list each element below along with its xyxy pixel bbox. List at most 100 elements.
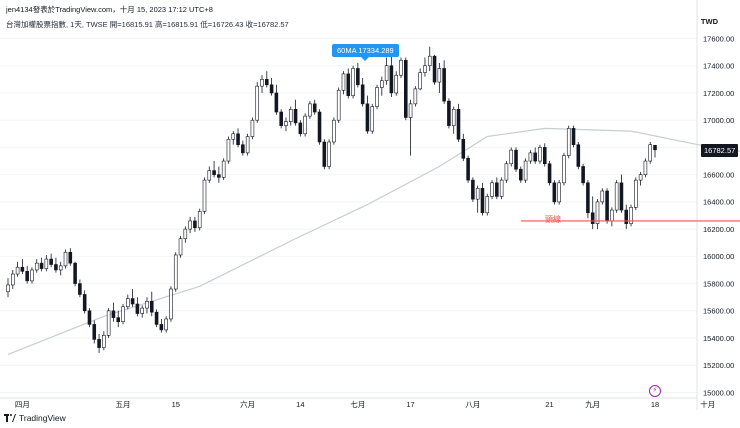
candle xyxy=(380,76,384,96)
time-tick-label: 七月 xyxy=(350,400,365,409)
price-tick-label: 17000.00 xyxy=(703,116,734,125)
candle xyxy=(643,158,648,178)
candle xyxy=(638,171,643,186)
candle xyxy=(236,128,240,148)
candle xyxy=(173,252,178,292)
candle xyxy=(614,180,619,213)
time-tick-label: 五月 xyxy=(116,400,131,409)
candle xyxy=(255,82,260,123)
candle xyxy=(250,117,255,140)
candle xyxy=(73,261,77,287)
candle xyxy=(447,98,451,129)
candle xyxy=(389,56,394,98)
candle xyxy=(217,166,221,183)
candle xyxy=(514,147,518,172)
candle xyxy=(159,318,164,333)
candle xyxy=(451,106,456,134)
candle xyxy=(58,261,63,276)
candle xyxy=(619,174,624,213)
candle xyxy=(581,163,585,186)
candle xyxy=(557,180,561,205)
candle xyxy=(427,46,432,72)
candle xyxy=(274,84,279,115)
time-tick-label: 17 xyxy=(406,400,414,409)
price-tick-label: 16600.00 xyxy=(703,170,734,179)
candle xyxy=(164,316,168,333)
candle xyxy=(49,253,53,268)
candle xyxy=(30,267,34,284)
low-label: 低 xyxy=(200,20,208,29)
candle xyxy=(466,155,470,183)
neckline-label: 頸線 xyxy=(545,215,561,224)
candle xyxy=(528,150,533,164)
candle xyxy=(605,188,609,224)
candle xyxy=(308,101,312,119)
tradingview-logo[interactable]: TradingView xyxy=(4,413,66,423)
last-price-tag: 16782.57 xyxy=(701,144,739,157)
candle xyxy=(97,333,101,354)
candle xyxy=(193,216,197,232)
candle xyxy=(610,207,614,227)
time-tick-label: 四月 xyxy=(15,400,30,409)
price-tick-label: 16200.00 xyxy=(703,225,734,234)
candle xyxy=(197,208,202,231)
candle xyxy=(485,193,490,216)
lightning-icon[interactable]: ⚡ xyxy=(649,385,661,397)
candle xyxy=(111,302,116,322)
candle xyxy=(140,305,144,318)
time-tick-label: 18 xyxy=(651,400,659,409)
candle xyxy=(207,166,212,183)
candle xyxy=(78,279,82,298)
symbol-name: 台灣加權股票指數, 1天, TWSE xyxy=(6,20,108,29)
candle xyxy=(126,294,130,310)
candle xyxy=(269,77,274,96)
candle xyxy=(499,177,504,200)
candle xyxy=(542,143,547,167)
tradingview-mark-icon xyxy=(4,414,16,422)
candle xyxy=(11,269,15,290)
candle xyxy=(538,144,542,164)
low-value: =16726.43 xyxy=(207,20,244,29)
candle xyxy=(6,278,10,298)
ma60-polyline xyxy=(7,127,740,355)
candle xyxy=(562,152,566,186)
open-value: =16815.91 xyxy=(117,20,153,29)
candle xyxy=(82,290,87,314)
candle xyxy=(533,147,537,164)
candle xyxy=(154,309,159,328)
candle xyxy=(399,57,403,78)
currency-label: TWD xyxy=(700,17,718,26)
candle xyxy=(624,204,629,230)
candle xyxy=(648,141,652,164)
candle xyxy=(221,158,226,181)
close-value: =16782.57 xyxy=(253,20,289,29)
candle xyxy=(576,141,581,170)
tradingview-logo-text: TradingView xyxy=(19,413,66,423)
candle xyxy=(595,199,600,230)
candle xyxy=(461,133,466,162)
candle xyxy=(413,86,418,107)
candle xyxy=(471,177,475,202)
candle xyxy=(92,320,97,344)
candle xyxy=(303,113,307,137)
ma60-badge: 60MA 17334.289 xyxy=(332,44,399,61)
candle xyxy=(442,60,446,104)
candle xyxy=(293,99,298,126)
candle xyxy=(634,177,638,211)
candle xyxy=(360,77,365,107)
price-tick-label: 16400.00 xyxy=(703,198,734,207)
candle xyxy=(149,291,154,317)
candle xyxy=(202,177,207,215)
candle xyxy=(260,75,264,93)
candle xyxy=(547,161,552,186)
time-tick-label: 八月 xyxy=(465,400,480,409)
ma60-line xyxy=(7,127,740,355)
candle xyxy=(523,158,528,183)
candle xyxy=(495,177,499,200)
candle xyxy=(600,188,605,205)
candle xyxy=(25,265,29,284)
candle xyxy=(590,196,595,230)
candle xyxy=(384,57,389,85)
candle xyxy=(456,103,461,142)
